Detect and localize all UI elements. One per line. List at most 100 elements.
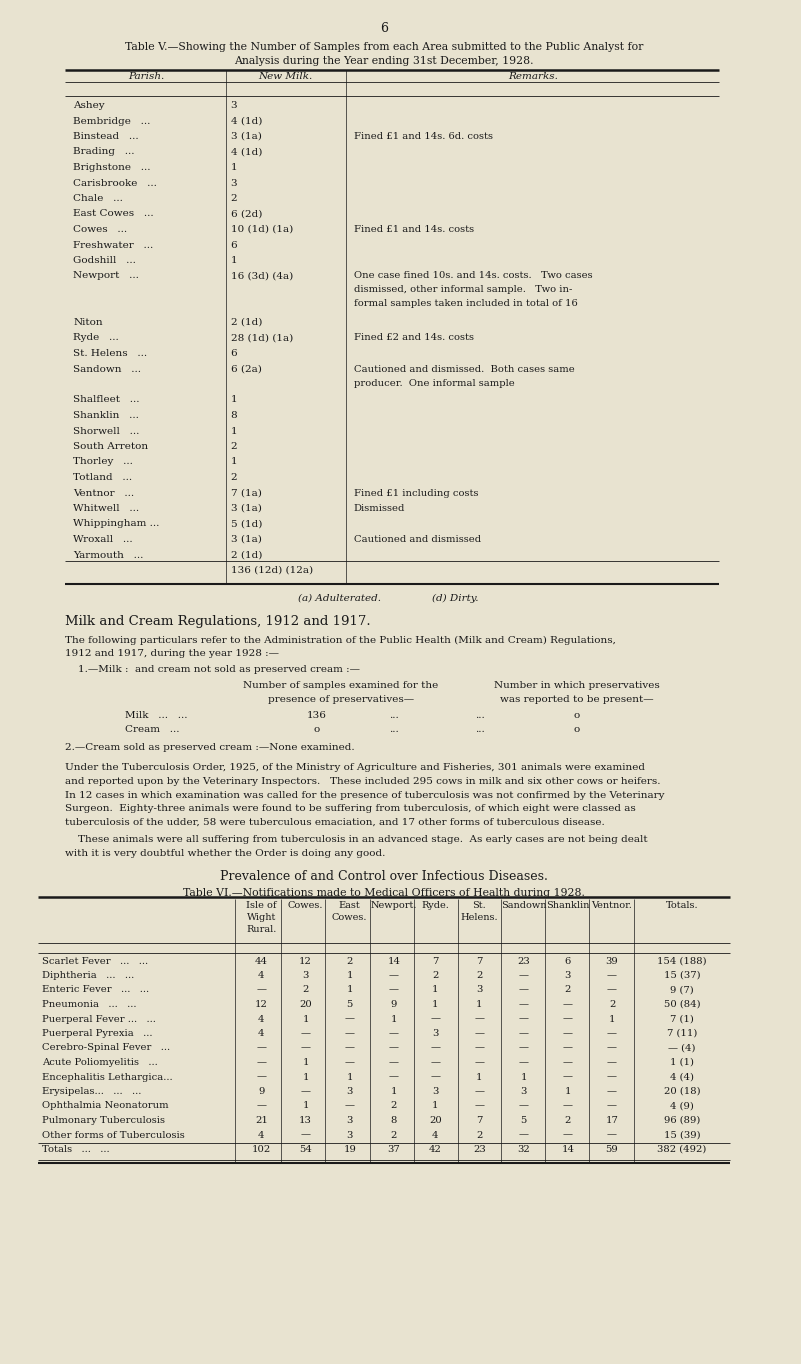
Text: 1912 and 1917, during the year 1928 :—: 1912 and 1917, during the year 1928 :— [66, 649, 280, 659]
Text: Bembridge   ...: Bembridge ... [73, 116, 151, 125]
Text: 4 (9): 4 (9) [670, 1102, 694, 1110]
Text: —: — [300, 1043, 311, 1053]
Text: o: o [574, 712, 580, 720]
Text: Whippingham ...: Whippingham ... [73, 520, 159, 528]
Text: Totals.: Totals. [666, 900, 698, 910]
Text: 3: 3 [347, 1116, 353, 1125]
Text: —: — [607, 1131, 617, 1139]
Text: 1: 1 [347, 1072, 353, 1082]
Text: ...: ... [476, 712, 485, 720]
Text: Sandown   ...: Sandown ... [73, 364, 141, 374]
Text: —: — [607, 1058, 617, 1067]
Text: 3 (1a): 3 (1a) [231, 132, 261, 140]
Text: 2: 2 [347, 956, 353, 966]
Text: —: — [389, 971, 399, 979]
Text: 382 (492): 382 (492) [658, 1144, 706, 1154]
Text: —: — [563, 1028, 573, 1038]
Text: Cerebro-Spinal Fever   ...: Cerebro-Spinal Fever ... [42, 1043, 171, 1053]
Text: Whitwell   ...: Whitwell ... [73, 505, 139, 513]
Text: South Arreton: South Arreton [73, 442, 148, 451]
Text: was reported to be present—: was reported to be present— [500, 696, 654, 704]
Text: 5: 5 [521, 1116, 527, 1125]
Text: 1: 1 [302, 1072, 308, 1082]
Text: —: — [563, 1015, 573, 1023]
Text: 1: 1 [302, 1102, 308, 1110]
Text: (a) Adulterated.: (a) Adulterated. [298, 593, 380, 603]
Text: 7: 7 [477, 1116, 483, 1125]
Text: 12: 12 [255, 1000, 268, 1009]
Text: Number of samples examined for the: Number of samples examined for the [244, 682, 439, 690]
Text: 17: 17 [606, 1116, 618, 1125]
Text: —: — [607, 1102, 617, 1110]
Text: Erysipelas...   ...   ...: Erysipelas... ... ... [42, 1087, 142, 1097]
Text: 5 (1d): 5 (1d) [231, 520, 262, 528]
Text: 14: 14 [388, 956, 400, 966]
Text: Fined £1 and 14s. costs: Fined £1 and 14s. costs [353, 225, 473, 235]
Text: Ventnor   ...: Ventnor ... [73, 488, 134, 498]
Text: 7 (11): 7 (11) [667, 1028, 698, 1038]
Text: 7: 7 [432, 956, 438, 966]
Text: —: — [256, 1058, 266, 1067]
Text: —: — [256, 1072, 266, 1082]
Text: 1: 1 [231, 457, 237, 466]
Text: 7: 7 [477, 956, 483, 966]
Text: Ventnor.: Ventnor. [592, 900, 633, 910]
Text: The following particulars refer to the Administration of the Public Health (Milk: The following particulars refer to the A… [66, 636, 616, 645]
Text: One case fined 10s. and 14s. costs.   Two cases: One case fined 10s. and 14s. costs. Two … [353, 271, 592, 281]
Text: East: East [339, 900, 360, 910]
Text: Under the Tuberculosis Order, 1925, of the Ministry of Agriculture and Fisheries: Under the Tuberculosis Order, 1925, of t… [66, 764, 646, 772]
Text: —: — [344, 1043, 355, 1053]
Text: Pulmonary Tuberculosis: Pulmonary Tuberculosis [42, 1116, 165, 1125]
Text: 6: 6 [231, 240, 237, 250]
Text: —: — [607, 986, 617, 994]
Text: Milk and Cream Regulations, 1912 and 1917.: Milk and Cream Regulations, 1912 and 191… [66, 615, 371, 629]
Text: —: — [344, 1015, 355, 1023]
Text: —: — [256, 1043, 266, 1053]
Text: 39: 39 [606, 956, 618, 966]
Text: 1: 1 [476, 1072, 483, 1082]
Text: formal samples taken included in total of 16: formal samples taken included in total o… [353, 300, 578, 308]
Text: —: — [300, 1087, 311, 1097]
Text: Helens.: Helens. [461, 913, 498, 922]
Text: 2: 2 [231, 473, 237, 481]
Text: —: — [389, 1072, 399, 1082]
Text: 15 (37): 15 (37) [664, 971, 700, 979]
Text: 96 (89): 96 (89) [664, 1116, 700, 1125]
Text: 9: 9 [391, 1000, 397, 1009]
Text: Thorley   ...: Thorley ... [73, 457, 133, 466]
Text: —: — [518, 1043, 529, 1053]
Text: —: — [256, 1102, 266, 1110]
Text: 5: 5 [347, 1000, 353, 1009]
Text: Ophthalmia Neonatorum: Ophthalmia Neonatorum [42, 1102, 169, 1110]
Text: 1 (1): 1 (1) [670, 1058, 694, 1067]
Text: 2 (1d): 2 (1d) [231, 318, 262, 327]
Text: —: — [389, 1058, 399, 1067]
Text: 12: 12 [299, 956, 312, 966]
Text: Prevalence of and Control over Infectious Diseases.: Prevalence of and Control over Infectiou… [220, 870, 548, 884]
Text: 23: 23 [517, 956, 530, 966]
Text: St. Helens   ...: St. Helens ... [73, 349, 147, 357]
Text: —: — [563, 1058, 573, 1067]
Text: 16 (3d) (4a): 16 (3d) (4a) [231, 271, 293, 281]
Text: 4 (4): 4 (4) [670, 1072, 694, 1082]
Text: 3: 3 [231, 179, 237, 187]
Text: Table V.—Showing the Number of Samples from each Area submitted to the Public An: Table V.—Showing the Number of Samples f… [125, 42, 643, 52]
Text: 6 (2d): 6 (2d) [231, 210, 262, 218]
Text: —: — [344, 1028, 355, 1038]
Text: presence of preservatives—: presence of preservatives— [268, 696, 414, 704]
Text: —: — [518, 1131, 529, 1139]
Text: —: — [518, 1015, 529, 1023]
Text: —: — [344, 1058, 355, 1067]
Text: 136: 136 [307, 712, 327, 720]
Text: —: — [430, 1072, 441, 1082]
Text: Isle of: Isle of [246, 900, 276, 910]
Text: 1: 1 [347, 971, 353, 979]
Text: 2: 2 [302, 986, 308, 994]
Text: 21: 21 [255, 1116, 268, 1125]
Text: 1: 1 [609, 1015, 615, 1023]
Text: 154 (188): 154 (188) [658, 956, 707, 966]
Text: —: — [474, 1058, 485, 1067]
Text: Other forms of Tuberculosis: Other forms of Tuberculosis [42, 1131, 185, 1139]
Text: 2: 2 [477, 1131, 483, 1139]
Text: —: — [474, 1043, 485, 1053]
